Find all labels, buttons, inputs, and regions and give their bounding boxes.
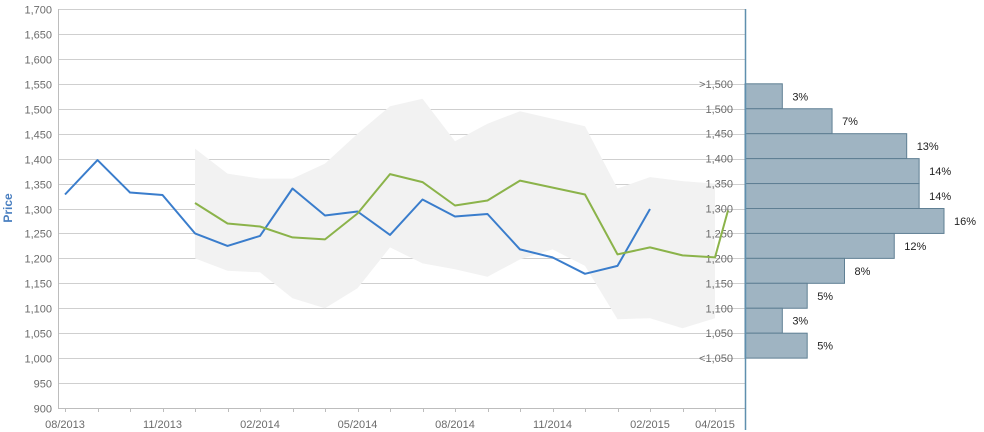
histogram-bar: [744, 83, 783, 110]
histogram-percent-label: 12%: [904, 241, 926, 253]
y-tick-label: 1,300: [24, 205, 52, 217]
histogram-bin-label: 1,350: [705, 179, 733, 191]
histogram-bar: [744, 108, 833, 135]
y-tick-label: 1,350: [24, 180, 52, 192]
x-tick-label: 05/2014: [338, 419, 378, 431]
y-tick-label: 1,050: [24, 329, 52, 341]
histogram-bin-label: 1,200: [705, 253, 733, 265]
histogram-bar: [744, 183, 920, 209]
x-tick-label: 11/2014: [533, 419, 572, 431]
x-tick-label: 02/2014: [240, 419, 280, 431]
histogram-bin-label: >1,500: [699, 79, 733, 91]
y-tick-label: 950: [34, 379, 52, 391]
y-axis-label: Price: [1, 193, 15, 223]
y-tick-label: 1,000: [24, 354, 52, 366]
histogram-bar: [744, 232, 895, 259]
histogram-bin-label: 1,450: [705, 129, 733, 141]
x-tick-label: 08/2013: [45, 419, 85, 431]
range-band: [195, 98, 715, 329]
forecast-range-band: [195, 98, 715, 329]
y-tick-label: 1,500: [24, 105, 52, 117]
axes: 900 950 1,000 1,050 1,100 1,150 1,200 1,250 1,30…: [24, 5, 747, 431]
histogram-bar: [744, 282, 808, 309]
histogram-percent-label: 5%: [817, 291, 833, 303]
histogram-bar: [744, 158, 920, 185]
y-tick-label: 900: [34, 404, 52, 416]
histogram-percent-label: 16%: [954, 216, 976, 228]
y-tick-label: 1,200: [24, 254, 52, 266]
histogram-percent-label: 14%: [929, 166, 951, 178]
price-lines: [64, 159, 729, 275]
y-tick-label: 1,600: [24, 55, 52, 67]
histogram-bar: [744, 307, 783, 334]
histogram-bin-label: 1,400: [705, 154, 733, 166]
histogram-percent-label: 3%: [792, 316, 808, 328]
x-tick-label: 08/2014: [435, 419, 475, 431]
y-tick-label: 1,650: [24, 30, 52, 42]
histogram-percent-label: 14%: [929, 191, 951, 203]
series-line: [194, 173, 729, 259]
histogram-bin-label: 1,300: [705, 204, 733, 216]
y-tick-label: 1,400: [24, 155, 52, 167]
histogram-bar: [744, 332, 808, 359]
histogram-bar: [744, 133, 908, 160]
histogram-bar: [744, 208, 945, 234]
series-line: [64, 159, 651, 275]
y-tick-label: 1,250: [24, 229, 52, 241]
histogram-percent-label: 8%: [855, 266, 871, 278]
y-tick-label: 1,700: [24, 5, 52, 17]
y-tick-label: 1,100: [24, 304, 52, 316]
y-tick-label: 1,550: [24, 80, 52, 92]
histogram-bin-label: 1,100: [705, 303, 733, 315]
histogram-bin-label: 1,500: [705, 104, 733, 116]
histogram-percent-label: 7%: [842, 116, 858, 128]
histogram-percent-label: 13%: [917, 141, 939, 153]
y-tick-label: 1,150: [24, 279, 52, 291]
price-distribution-histogram: 3% >1,500 7% 1,500 13% 1,450 14% 1,400 14% 1,350 1…: [699, 79, 976, 365]
y-tick-label: 1,450: [24, 130, 52, 142]
histogram-bin-label: 1,150: [705, 278, 733, 290]
x-tick-label: 04/2015: [695, 419, 735, 431]
x-tick-label: 02/2015: [630, 419, 670, 431]
histogram-bar: [744, 257, 845, 284]
histogram-bin-label: 1,250: [705, 228, 733, 240]
x-tick-label: 11/2013: [143, 419, 182, 431]
histogram-percent-label: 5%: [817, 341, 833, 353]
histogram-percent-label: 3%: [792, 91, 808, 103]
histogram-bin-label: <1,050: [699, 353, 733, 365]
histogram-bin-label: 1,050: [705, 328, 733, 340]
